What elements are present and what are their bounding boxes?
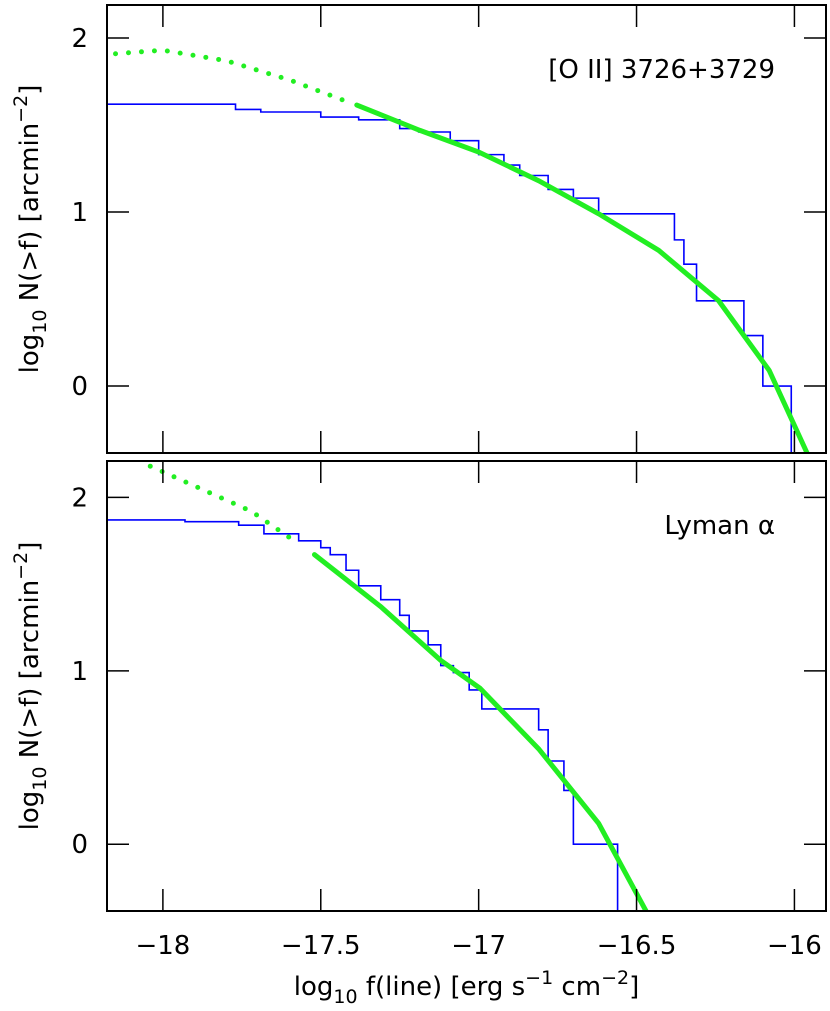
- x-tick-label: −17.5: [281, 931, 361, 961]
- x-axis-label-part: ]: [629, 972, 639, 1002]
- fit-curve: [354, 102, 810, 453]
- y-axis-label-part: N(>f) [arcmin: [15, 580, 45, 767]
- y-axis-label-part: log: [15, 791, 45, 831]
- y-axis-label: log10 N(>f) [arcmin−2]: [10, 542, 51, 831]
- y-axis-label-part: −2: [10, 552, 32, 580]
- y-axis-label: log10 N(>f) [arcmin−2]: [10, 85, 51, 374]
- y-axis-label-part: log: [15, 334, 45, 374]
- step-line: [107, 519, 619, 911]
- annotation: [O II] 3726+3729: [548, 55, 775, 85]
- y-axis-label-part: N(>f) [arcmin: [15, 123, 45, 310]
- x-axis-label-part: −2: [601, 967, 629, 989]
- y-axis-label-part: −2: [10, 95, 32, 123]
- annotation: Lyman α: [664, 511, 775, 541]
- x-tick-label: −18: [135, 931, 190, 961]
- y-axis-label-part: 10: [29, 767, 51, 791]
- x-tick-label: −16.5: [597, 931, 677, 961]
- step-line: [107, 103, 793, 453]
- fit-curve: [147, 463, 292, 540]
- fit-curve: [113, 47, 352, 105]
- fit-curve: [311, 552, 649, 911]
- frame: [106, 460, 827, 912]
- y-axis-label-part: 10: [29, 310, 51, 334]
- plot-area: [107, 47, 810, 453]
- y-tick-label: 2: [71, 483, 88, 513]
- x-axis-label-part: f(line) [erg s: [358, 972, 526, 1002]
- plot-area: [107, 463, 649, 911]
- y-axis-label-part: ]: [15, 85, 45, 95]
- x-axis-label: log10 f(line) [erg s−1 cm−2]: [294, 967, 639, 1008]
- y-tick-label: 1: [71, 198, 88, 228]
- y-axis-label-part: ]: [15, 542, 45, 552]
- x-axis-label-part: −1: [525, 967, 553, 989]
- y-tick-label: 0: [71, 372, 88, 402]
- y-tick-label: 2: [71, 24, 88, 54]
- x-axis-label-part: 10: [333, 986, 357, 1008]
- y-tick-label: 0: [71, 830, 88, 860]
- x-tick-label: −16: [767, 931, 822, 961]
- y-tick-label: 1: [71, 657, 88, 687]
- frame: [106, 4, 827, 454]
- x-axis-label-part: cm: [553, 972, 601, 1002]
- x-tick-label: −17: [451, 931, 506, 961]
- x-axis-label-part: log: [294, 972, 334, 1002]
